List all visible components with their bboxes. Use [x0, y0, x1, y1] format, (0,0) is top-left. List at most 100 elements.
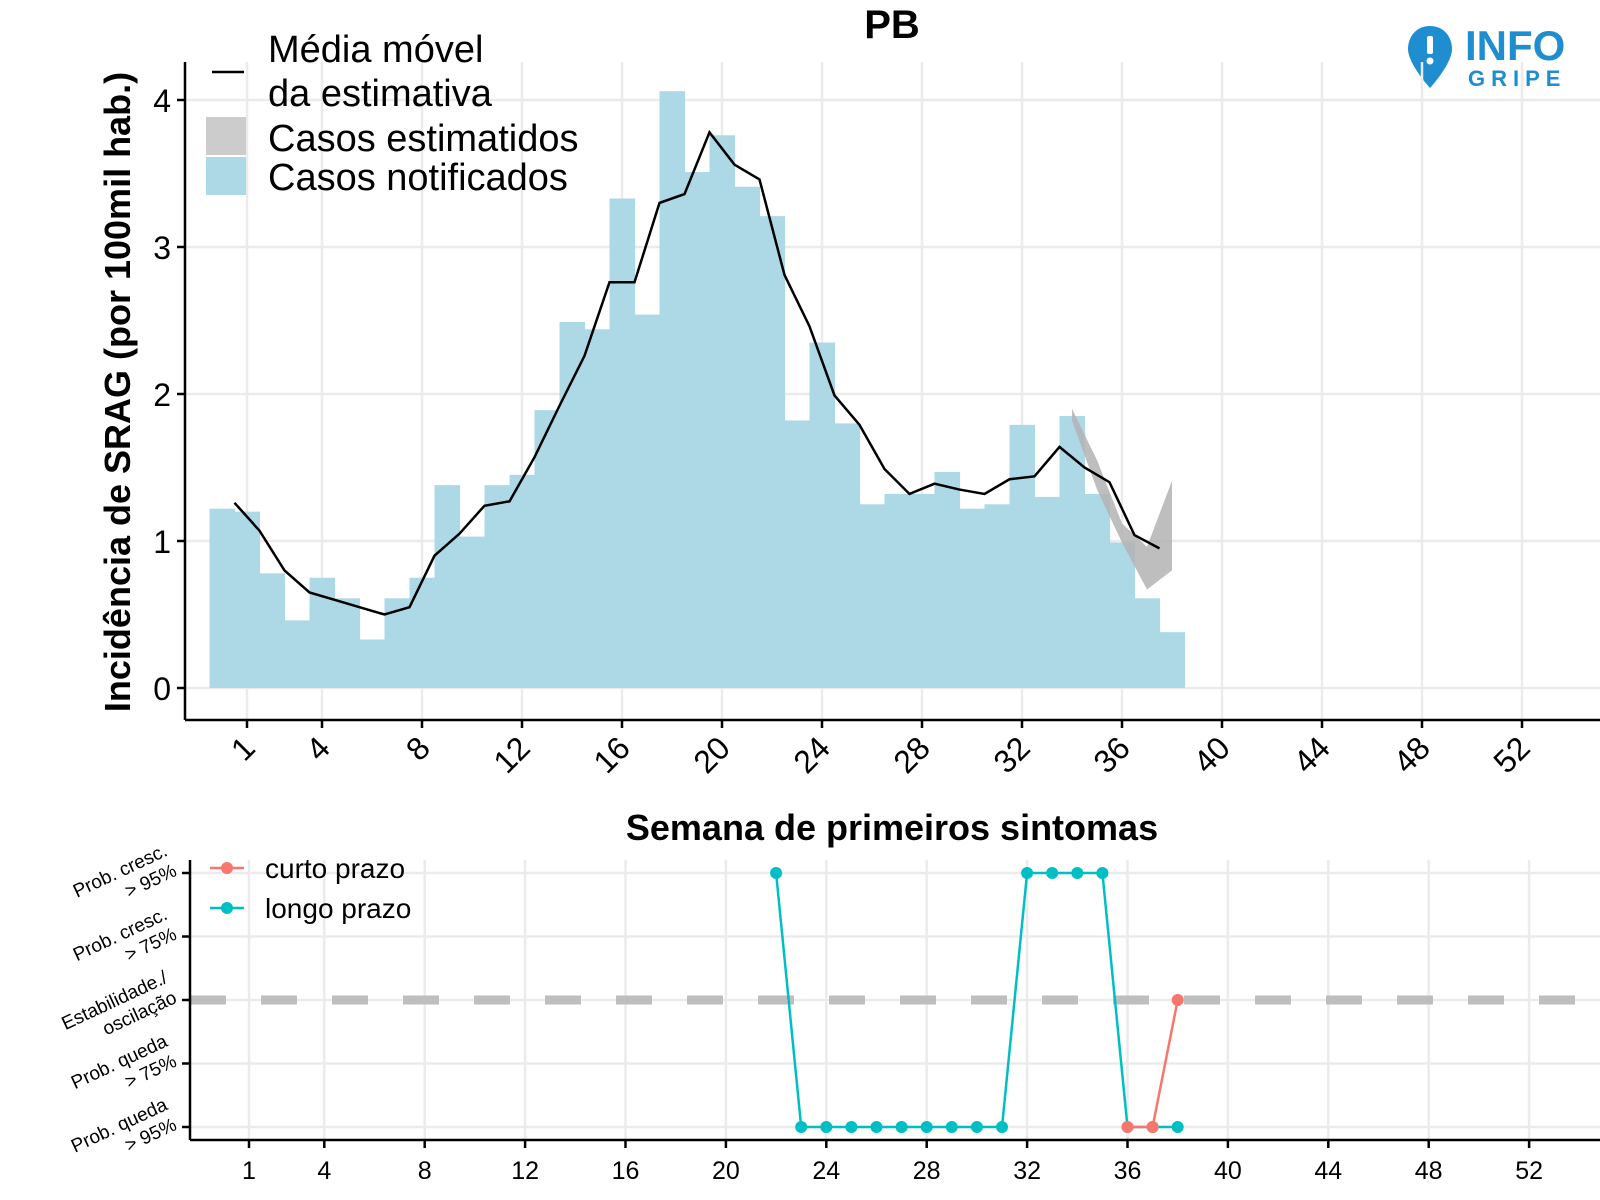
notified-bar: [934, 471, 961, 688]
bottom-x-tick-label: 4: [317, 1157, 331, 1185]
bottom-x-tick-label: 48: [1415, 1157, 1443, 1185]
legend-key-notified: [206, 157, 246, 195]
location-pin-icon: [1408, 26, 1452, 88]
legend-label-notified: Casos notificados: [268, 157, 568, 199]
top-x-tick-label: 32: [986, 729, 1037, 780]
notified-bars: [209, 91, 1186, 689]
notified-bar: [434, 485, 461, 688]
notified-bar: [559, 321, 586, 688]
notified-bar: [809, 342, 836, 688]
top-y-tick-label: 1: [153, 524, 171, 560]
top-x-tick-label: 20: [686, 729, 737, 780]
top-y-tick-label: 0: [153, 671, 171, 707]
series-point: [970, 1121, 983, 1133]
notified-bar: [1134, 598, 1161, 688]
top-x-tick-label: 52: [1486, 729, 1537, 780]
series-point: [820, 1121, 833, 1133]
notified-bar: [484, 485, 511, 688]
notified-bar: [634, 314, 661, 688]
bottom-x-tick-label: 28: [913, 1157, 941, 1185]
notified-bar: [984, 504, 1011, 688]
bottom-x-tick-label: 8: [418, 1157, 432, 1185]
notified-bar: [659, 91, 686, 689]
top-x-tick-label: 24: [786, 729, 837, 780]
top-legend: Média móvel da estimativa Casos estimatid…: [206, 29, 578, 199]
series-point: [1171, 1121, 1184, 1133]
notified-bar: [684, 172, 711, 688]
bottom-x-tick-label: 40: [1214, 1157, 1242, 1185]
notified-bar: [759, 216, 786, 688]
logo-line1: INFO: [1465, 22, 1565, 69]
bottom-category-label: Prob. queda> 95%: [68, 1094, 180, 1177]
y-axis-title: Incidência de SRAG (por 100mil hab.): [97, 72, 138, 712]
series-point: [945, 1121, 958, 1133]
chart-title: PB: [864, 3, 920, 47]
notified-bar: [234, 511, 261, 688]
bottom-x-ticks: 1 4 8 12 16 20 24 28 32 36 40 44 48 52: [242, 1140, 1543, 1185]
legend-label-estimated: Casos estimatidos: [268, 118, 578, 160]
series-point: [996, 1121, 1008, 1133]
series-point: [1096, 867, 1109, 879]
series-point: [1046, 867, 1059, 879]
notified-bar: [284, 620, 311, 688]
top-x-tick-label: 12: [486, 729, 537, 780]
notified-bar: [1159, 632, 1186, 688]
bottom-x-tick-label: 20: [712, 1157, 740, 1185]
legend-label-long-term: longo prazo: [265, 893, 411, 924]
notified-bar: [1059, 416, 1086, 688]
exclamation-icon-dot: [1426, 57, 1434, 65]
bottom-x-tick-label: 1: [242, 1157, 256, 1185]
legend-key-estimated: [206, 117, 246, 155]
top-x-tick-label: 44: [1286, 729, 1337, 780]
bottom-panel: Prob. queda> 95%Prob. queda> 75%Estabili…: [59, 841, 1600, 1185]
exclamation-icon-bar: [1427, 36, 1433, 54]
notified-bar: [1084, 493, 1111, 688]
legend-key-point: [221, 862, 233, 874]
series-point: [795, 1121, 808, 1133]
notified-bar: [784, 420, 811, 688]
infogripe-logo: INFO GRIPE: [1408, 22, 1566, 91]
bottom-y-ticks: Prob. queda> 95%Prob. queda> 75%Estabili…: [59, 841, 190, 1177]
bottom-x-tick-label: 16: [612, 1157, 640, 1185]
bottom-x-tick-label: 36: [1114, 1157, 1142, 1185]
estimated-band: [1072, 408, 1172, 590]
notified-bar: [209, 508, 236, 688]
series-point: [1146, 1121, 1159, 1133]
bottom-x-tick-label: 24: [812, 1157, 840, 1185]
notified-bar: [534, 410, 561, 688]
top-x-tick-label: 4: [299, 729, 337, 767]
trend-series: [770, 867, 1184, 1133]
notified-bar: [334, 598, 361, 688]
top-x-tick-label: 28: [886, 729, 937, 780]
bottom-x-tick-label: 52: [1515, 1157, 1543, 1185]
top-x-tick-label: 1: [224, 729, 262, 767]
series-point: [770, 867, 783, 879]
notified-bar: [959, 508, 986, 688]
notified-bar: [1009, 424, 1036, 688]
series-point: [1121, 1121, 1134, 1133]
x-axis-title: Semana de primeiros sintomas: [626, 807, 1158, 848]
notified-bar: [259, 573, 286, 688]
logo-line2: GRIPE: [1468, 66, 1566, 91]
notified-bar: [734, 186, 761, 689]
top-x-tick-label: 8: [399, 729, 437, 767]
bottom-x-tick-label: 12: [511, 1157, 539, 1185]
moving-average-line: [233, 129, 1161, 616]
notified-bar: [884, 493, 911, 688]
legend-key-point: [221, 902, 233, 914]
bottom-x-tick-label: 44: [1314, 1157, 1342, 1185]
top-x-tick-label: 48: [1386, 729, 1437, 780]
notified-bar: [359, 639, 386, 688]
notified-bar: [859, 504, 886, 688]
notified-bar: [834, 423, 861, 688]
notified-bar: [584, 329, 611, 688]
legend-label-moving-average: Média móvel da estimativa: [268, 29, 493, 115]
notified-bar: [509, 474, 536, 688]
notified-bar: [909, 493, 936, 688]
notified-bar: [609, 198, 636, 689]
top-y-ticks: 0 1 2 3 4: [153, 83, 185, 707]
notified-bar: [1109, 542, 1136, 688]
series-point: [1071, 867, 1084, 879]
